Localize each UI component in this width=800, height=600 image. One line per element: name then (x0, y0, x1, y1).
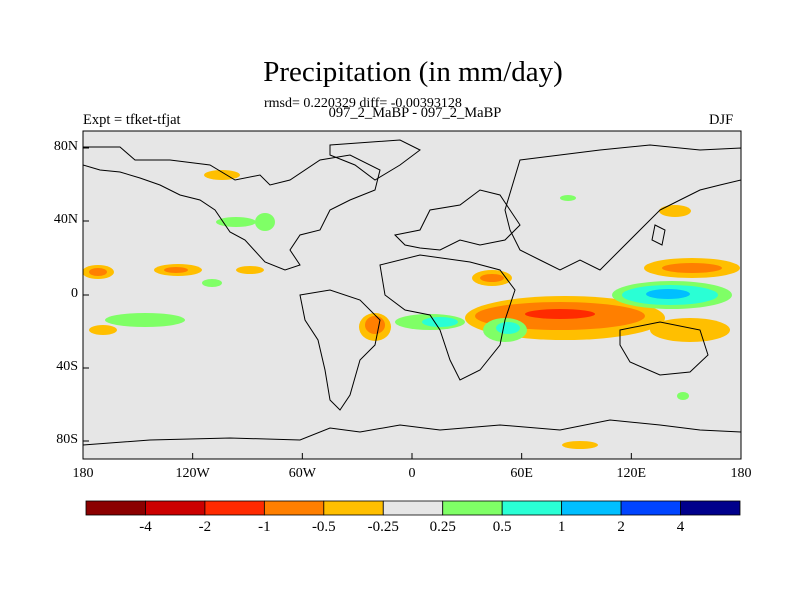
negative-anomaly-region (204, 170, 240, 180)
positive-anomaly-region (560, 195, 576, 201)
latitude-label: 80N (53, 139, 78, 154)
colorbar-swatch (501, 500, 563, 516)
colorbar-label: 4 (676, 519, 685, 535)
positive-anomaly-region (202, 279, 222, 287)
japan-coastline (651, 224, 666, 246)
negative-anomaly-region (562, 441, 598, 449)
longitude-label: 180 (72, 466, 94, 481)
colorbar-swatch (204, 500, 265, 516)
greenland-coastline (329, 139, 421, 181)
coastlines (83, 139, 741, 446)
precip-anomaly-layer (83, 170, 740, 449)
longitude-label: 0 (408, 466, 416, 481)
statistics-line: rmsd= 0.220329 diff= -0.00393128 (264, 96, 462, 111)
colorbar-swatch (323, 500, 384, 516)
positive-anomaly-region (255, 213, 275, 231)
longitude-label: 180 (730, 466, 752, 481)
positive-anomaly-region (105, 313, 185, 327)
colorbar (85, 500, 741, 516)
negative-anomaly-region (525, 309, 595, 319)
africa-coastline (379, 254, 516, 381)
colorbar-swatch (382, 500, 444, 516)
season-label: DJF (709, 112, 734, 128)
longitude-label: 60W (288, 466, 316, 481)
colorbar-label: 0.5 (492, 519, 512, 535)
colorbar-swatch (263, 500, 325, 516)
negative-anomaly-region (650, 318, 730, 342)
longitude-label: 60E (510, 466, 533, 481)
positive-anomaly-region (646, 289, 690, 299)
latitude-label: 40S (56, 359, 78, 374)
longitude-label: 120E (616, 466, 647, 481)
negative-anomaly-region (164, 267, 188, 273)
negative-anomaly-region (236, 266, 264, 274)
positive-anomaly-region (422, 317, 458, 327)
latitude-label: 40N (53, 212, 78, 227)
latitude-label: 0 (71, 286, 78, 301)
australia-coastline (619, 321, 709, 376)
asia-coastline (504, 144, 741, 271)
north-america-coastline (83, 146, 381, 271)
antarctica-coastline (83, 419, 741, 446)
colorbar-swatch (85, 500, 146, 516)
colorbar-label: -2 (198, 519, 212, 535)
colorbar-label: -1 (258, 519, 271, 535)
negative-anomaly-region (662, 263, 722, 273)
colorbar-swatch (442, 500, 503, 516)
negative-anomaly-region (365, 316, 385, 334)
colorbar-label: 2 (617, 519, 625, 535)
positive-anomaly-region (496, 322, 520, 334)
negative-anomaly-region (659, 205, 691, 217)
colorbar-label: 1 (557, 519, 566, 535)
colorbar-swatch (561, 500, 622, 516)
axis-ticks (82, 147, 742, 459)
case-line: 097_2_MaBP - 097_2_MaBP (328, 105, 502, 121)
negative-anomaly-region (89, 268, 107, 276)
longitude-label: 120W (175, 466, 210, 481)
positive-anomaly-region (216, 217, 256, 227)
latitude-label: 80S (56, 432, 78, 447)
colorbar-swatch (145, 500, 206, 516)
colorbar-swatch (620, 500, 681, 516)
colorbar-label: 0.25 (429, 519, 456, 535)
europe-coastline (393, 189, 521, 251)
plot-title: Precipitation (in mm/day) (263, 56, 563, 88)
negative-anomaly-region (480, 274, 504, 282)
colorbar-label: -0.25 (367, 519, 399, 535)
colorbar-swatch (680, 500, 741, 516)
negative-anomaly-region (89, 325, 117, 335)
colorbar-label: -0.5 (311, 519, 336, 535)
south-america-coastline (299, 289, 381, 411)
experiment-label: Expt = tfket-tfjat (83, 112, 181, 128)
colorbar-label: -4 (139, 519, 152, 535)
positive-anomaly-region (677, 392, 689, 400)
